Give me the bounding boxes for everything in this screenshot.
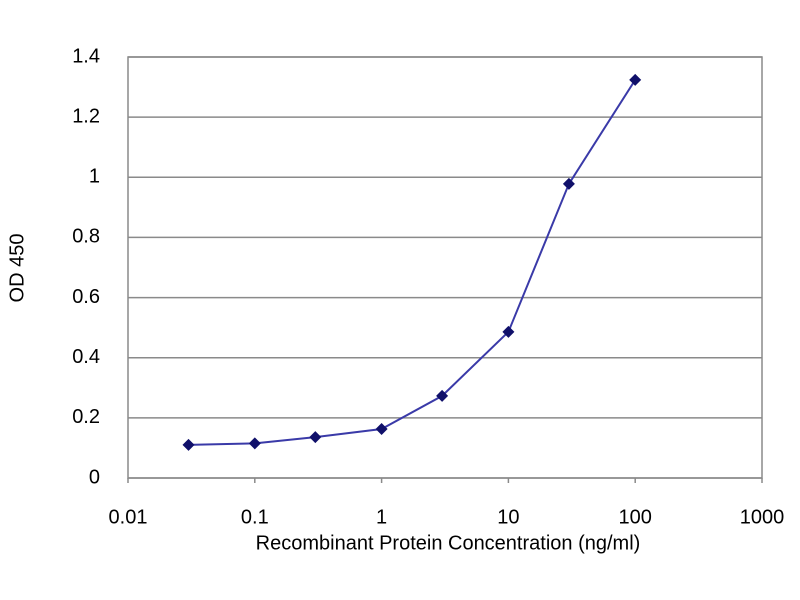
data-point: [182, 438, 195, 451]
y-tick-label: 1: [89, 166, 100, 188]
y-tick-label: 1.4: [72, 45, 100, 67]
data-point: [436, 389, 449, 402]
data-line: [188, 79, 637, 446]
x-tick-label: 1000: [740, 506, 785, 528]
data-point: [375, 422, 388, 435]
x-tick-label: 100: [619, 506, 652, 528]
y-tick-label: 0.4: [72, 346, 100, 368]
data-point: [629, 73, 642, 86]
data-point: [248, 437, 261, 450]
x-tick-label: 0.1: [241, 506, 269, 528]
data-point: [502, 325, 515, 338]
y-tick-label: 0.6: [72, 286, 100, 308]
y-tick-label: 1.2: [72, 105, 100, 127]
data-point: [562, 177, 575, 190]
data-point: [309, 431, 322, 444]
y-tick-label: 0: [89, 466, 100, 488]
x-tick-label: 0.01: [109, 506, 148, 528]
y-tick-label: 0.8: [72, 226, 100, 248]
y-tick-label: 0.2: [72, 406, 100, 428]
x-axis-label: Recombinant Protein Concentration (ng/ml…: [256, 532, 641, 554]
x-tick-label: 1: [376, 506, 387, 528]
y-axis-label: OD 450: [6, 234, 28, 303]
x-tick-label: 10: [497, 506, 519, 528]
plot-area: [127, 56, 763, 479]
